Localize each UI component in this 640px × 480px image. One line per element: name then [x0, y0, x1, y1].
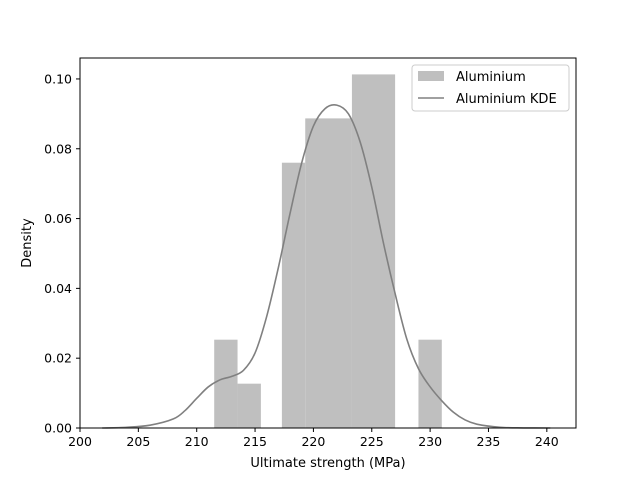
- x-axis-ticks: 200 205 210 215 220 225 230 235 240: [68, 428, 559, 449]
- y-tick-label: 0.02: [44, 351, 72, 366]
- histogram-bar: [418, 339, 442, 428]
- histogram-bar: [351, 74, 396, 428]
- histogram-bar: [237, 383, 261, 428]
- x-tick-label: 225: [360, 434, 384, 449]
- x-tick-label: 205: [126, 434, 150, 449]
- legend: Aluminium Aluminium KDE: [411, 64, 570, 112]
- plot-frame: [79, 57, 577, 429]
- y-tick-label: 0.04: [44, 281, 72, 296]
- x-axis-label: Ultimate strength (MPa): [250, 456, 405, 471]
- histogram-bars: [214, 74, 442, 429]
- legend-histogram-swatch: [418, 71, 444, 81]
- x-tick-label: 200: [68, 434, 92, 449]
- histogram-bar: [281, 162, 306, 428]
- legend-kde-label: Aluminium KDE: [456, 92, 557, 107]
- kde-curve: [102, 104, 551, 429]
- y-tick-label: 0.00: [44, 421, 72, 436]
- x-tick-label: 235: [477, 434, 501, 449]
- legend-histogram-label: Aluminium: [456, 70, 526, 85]
- x-tick-label: 210: [185, 434, 209, 449]
- x-tick-label: 240: [535, 434, 559, 449]
- y-tick-label: 0.06: [44, 211, 72, 226]
- y-axis-ticks: 0.00 0.02 0.04 0.06 0.08 0.10: [44, 71, 80, 436]
- y-tick-label: 0.08: [44, 141, 72, 156]
- y-axis-label: Density: [20, 218, 35, 268]
- x-tick-label: 230: [418, 434, 442, 449]
- legend-box: [411, 64, 570, 112]
- histogram-bar: [214, 339, 238, 428]
- histogram-bar: [305, 118, 352, 429]
- x-tick-label: 220: [301, 434, 325, 449]
- x-tick-label: 215: [243, 434, 267, 449]
- y-tick-label: 0.10: [44, 71, 72, 86]
